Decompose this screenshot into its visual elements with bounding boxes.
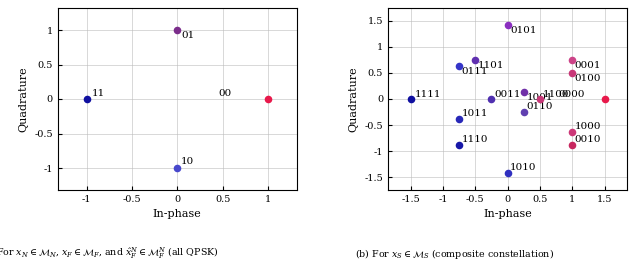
Point [502,23,513,27]
Text: 0001: 0001 [575,61,602,70]
Point [172,166,182,170]
Point [454,142,464,147]
Text: (b) For $x_S \in \mathcal{M}_S$ (composite constellation): (b) For $x_S \in \mathcal{M}_S$ (composi… [355,247,554,261]
Text: 1110: 1110 [461,135,488,144]
Point [263,97,273,101]
X-axis label: In-phase: In-phase [153,210,202,219]
Text: 0010: 0010 [575,135,602,144]
Text: 11: 11 [92,89,106,98]
Point [600,97,610,101]
Text: (a) For $x_N \in \mathcal{M}_N$, $x_F \in \mathcal{M}_F$, and $\hat{x}_F^N \in \: (a) For $x_N \in \mathcal{M}_N$, $x_F \i… [0,246,219,261]
Text: 1100: 1100 [543,90,569,99]
Point [486,97,497,101]
Text: 0111: 0111 [461,67,488,76]
Text: 0000: 0000 [558,90,584,99]
Text: 0100: 0100 [575,74,602,83]
Point [567,58,577,62]
Text: 1011: 1011 [461,109,488,118]
Point [567,71,577,75]
Point [567,129,577,134]
Point [470,58,480,62]
Text: 0110: 0110 [526,102,553,111]
Text: 0101: 0101 [510,26,536,35]
Y-axis label: Quadrature: Quadrature [19,66,29,132]
Text: 1000: 1000 [575,122,602,131]
Text: 0011: 0011 [494,90,520,99]
Text: 10: 10 [181,157,194,166]
Point [81,97,92,101]
Text: 1001: 1001 [526,93,553,102]
Text: 1101: 1101 [478,61,504,70]
Point [454,64,464,69]
Point [567,142,577,147]
Text: 1010: 1010 [510,163,536,172]
Point [518,90,529,95]
Text: 1111: 1111 [414,90,441,99]
Point [405,97,415,101]
Point [454,116,464,121]
Point [535,97,545,101]
Text: 00: 00 [218,89,231,98]
Point [502,171,513,175]
X-axis label: In-phase: In-phase [483,210,532,219]
Point [172,28,182,32]
Text: 01: 01 [181,31,194,40]
Y-axis label: Quadrature: Quadrature [349,66,358,132]
Point [518,110,529,114]
